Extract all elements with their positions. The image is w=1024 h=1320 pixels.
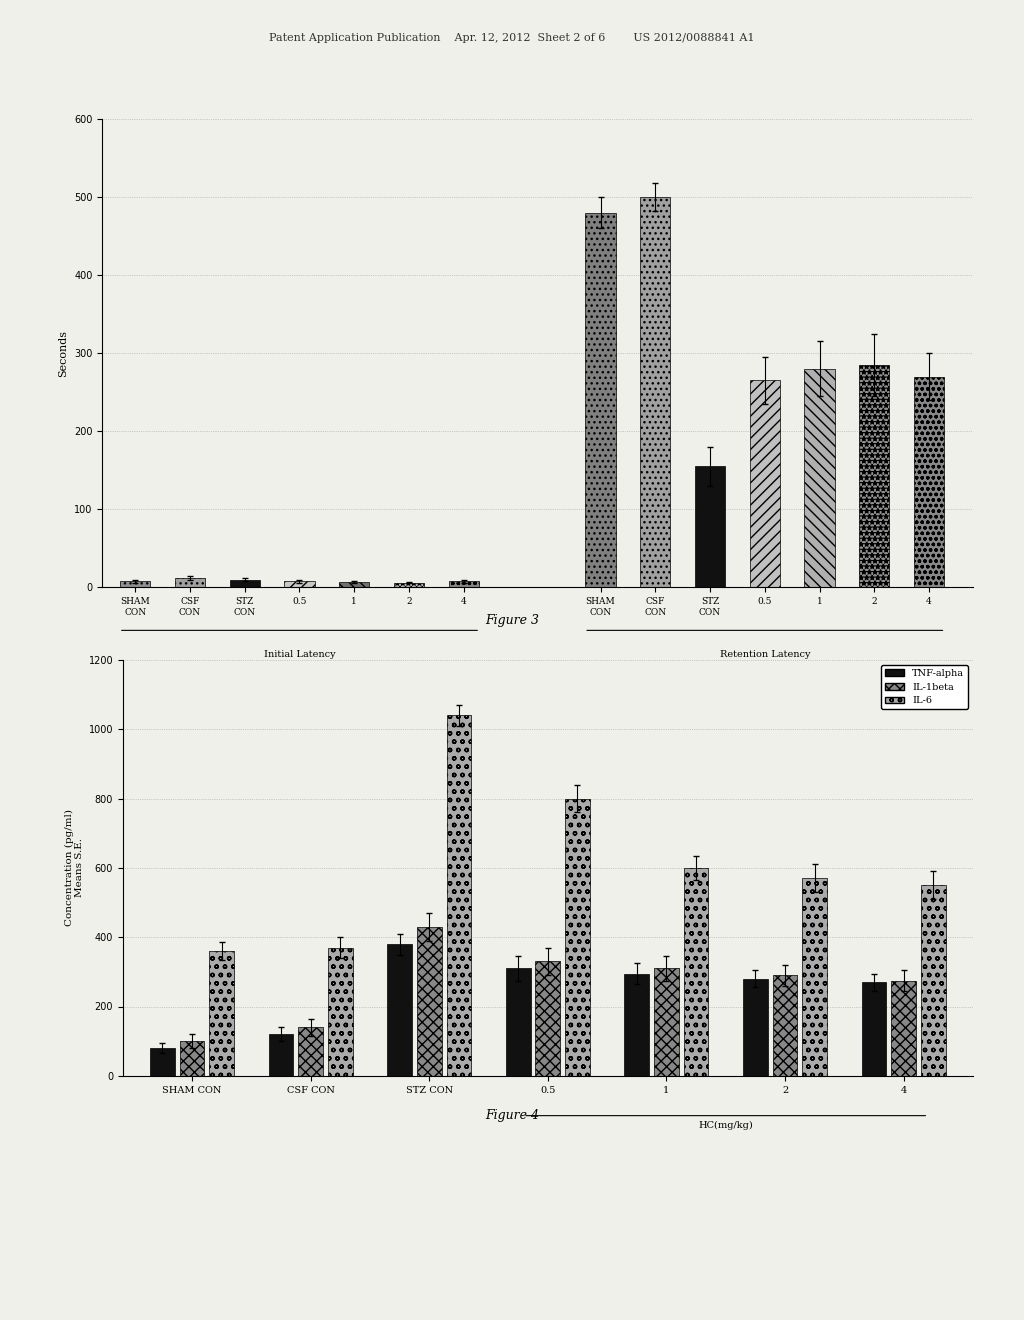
Bar [654, 969, 679, 1076]
Text: HC(mg/kg): HC(mg/kg) [358, 678, 406, 686]
Bar [743, 979, 768, 1076]
Bar [328, 948, 352, 1076]
Bar [387, 944, 412, 1076]
Bar [750, 380, 780, 587]
Text: HC(mg/kg): HC(mg/kg) [823, 678, 870, 686]
Bar [586, 213, 615, 587]
Bar [506, 969, 530, 1076]
Y-axis label: Seconds: Seconds [58, 330, 69, 376]
Bar [209, 950, 234, 1076]
Bar [446, 715, 471, 1076]
Bar [298, 1027, 323, 1076]
Bar [861, 982, 887, 1076]
Bar [803, 878, 827, 1076]
Y-axis label: Concentration (pg/ml)
Means S.E.: Concentration (pg/ml) Means S.E. [65, 809, 84, 927]
Text: Retention Latency: Retention Latency [720, 649, 810, 659]
Bar [684, 869, 709, 1076]
Bar [914, 376, 944, 587]
Bar [640, 197, 671, 587]
Bar [120, 581, 151, 587]
Text: HC(mg/kg): HC(mg/kg) [698, 1121, 753, 1130]
Bar [891, 981, 916, 1076]
Text: Figure 3: Figure 3 [485, 614, 539, 627]
Bar [179, 1041, 205, 1076]
Bar [565, 799, 590, 1076]
Bar [859, 364, 889, 587]
Bar [394, 582, 424, 587]
Bar [921, 886, 945, 1076]
Bar [339, 582, 370, 587]
Bar [695, 466, 725, 587]
Bar [773, 975, 798, 1076]
Bar [417, 927, 441, 1076]
Bar [285, 581, 314, 587]
Bar [268, 1035, 293, 1076]
Text: Patent Application Publication    Apr. 12, 2012  Sheet 2 of 6        US 2012/008: Patent Application Publication Apr. 12, … [269, 33, 755, 44]
Bar [449, 581, 479, 587]
Bar [536, 961, 560, 1076]
Bar [175, 578, 205, 587]
Bar [229, 579, 260, 587]
Legend: TNF-alpha, IL-1beta, IL-6: TNF-alpha, IL-1beta, IL-6 [881, 665, 968, 709]
Bar [805, 368, 835, 587]
Bar [151, 1048, 175, 1076]
Text: Initial Latency: Initial Latency [263, 649, 335, 659]
Bar [625, 974, 649, 1076]
Text: Figure 4: Figure 4 [485, 1109, 539, 1122]
